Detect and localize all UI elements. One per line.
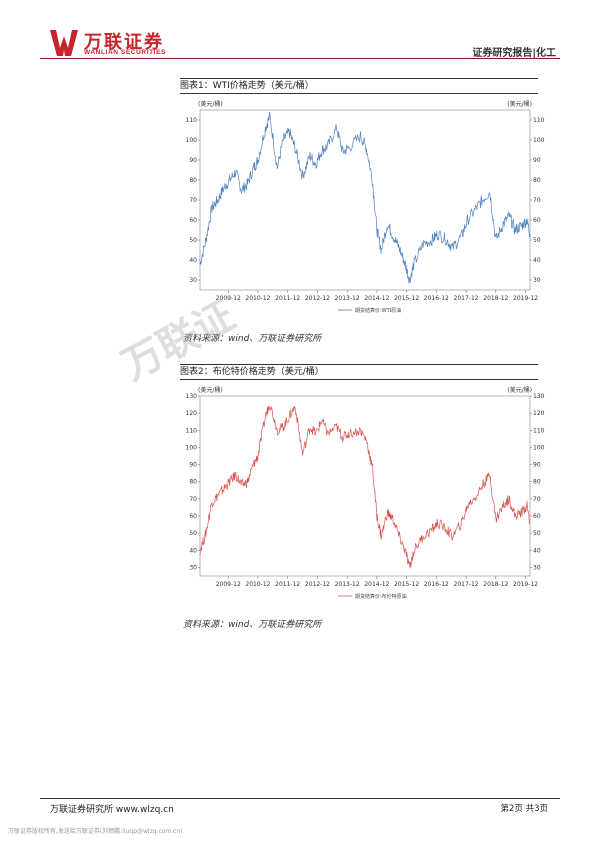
y-tick-label-left: 40 (189, 547, 197, 554)
y-tick-label-left: 50 (189, 530, 197, 537)
y-tick-label-left: 130 (186, 393, 198, 400)
y-tick-label-right: 100 (533, 137, 545, 144)
y-tick-label-left: 120 (186, 410, 198, 417)
y-tick-label-right: 70 (533, 496, 541, 503)
x-tick-label: 2019-12 (513, 295, 538, 302)
y-tick-label-left: 50 (189, 237, 197, 244)
y-tick-label-right: 40 (533, 257, 541, 264)
y-tick-label-right: 90 (533, 157, 541, 164)
page-number: 第2页 共3页 (500, 804, 548, 814)
left-unit-label: (美元/桶) (198, 100, 223, 108)
y-tick-label-right: 60 (533, 513, 541, 520)
y-tick-label-right: 30 (533, 277, 541, 284)
y-tick-label-right: 50 (533, 530, 541, 537)
y-tick-label-left: 70 (189, 197, 197, 204)
y-tick-label-left: 90 (189, 462, 197, 469)
y-tick-label-left: 70 (189, 496, 197, 503)
plot-frame (199, 395, 531, 577)
x-tick-label: 2018-12 (483, 295, 508, 302)
y-tick-label-right: 110 (533, 117, 545, 124)
logo-w-icon (50, 30, 78, 56)
chart1-caption: 图表1：WTI价格走势（美元/桶） (180, 78, 538, 94)
x-tick-label: 2012-12 (305, 581, 330, 588)
y-tick-label-right: 80 (533, 479, 541, 486)
chart2-caption: 图表2：布伦特价格走势（美元/桶） (180, 364, 538, 380)
y-tick-label-right: 130 (533, 393, 545, 400)
right-unit-label: (美元/桶) (507, 386, 532, 394)
x-tick-label: 2014-12 (364, 581, 389, 588)
footer-divider (40, 798, 560, 799)
y-tick-label-right: 60 (533, 217, 541, 224)
x-tick-label: 2016-12 (424, 581, 449, 588)
x-tick-label: 2010-12 (245, 295, 270, 302)
legend-label: 期货结算价:布伦特原油 (355, 593, 407, 600)
y-tick-label-right: 80 (533, 177, 541, 184)
chart1-source: 资料来源：wind、万联证券研究所 (183, 334, 322, 344)
y-tick-label-left: 60 (189, 217, 197, 224)
right-unit-label: (美元/桶) (507, 100, 532, 108)
y-tick-label-left: 100 (186, 444, 198, 451)
x-tick-label: 2009-12 (216, 581, 241, 588)
x-tick-label: 2011-12 (275, 295, 300, 302)
y-tick-label-left: 80 (189, 479, 197, 486)
left-unit-label: (美元/桶) (198, 386, 223, 394)
y-tick-label-right: 90 (533, 462, 541, 469)
x-tick-label: 2018-12 (483, 581, 508, 588)
logo-text: 万联证券 (84, 32, 164, 53)
copyright-note: 万联证券版权所有,发送给万联证券(刘栖鹏:liuqp@wlzq.com.cn) (8, 828, 183, 835)
y-tick-label-right: 100 (533, 444, 545, 451)
y-tick-label-left: 80 (189, 177, 197, 184)
legend-label: 期货结算价:WTI原油 (355, 307, 401, 314)
y-tick-label-right: 110 (533, 427, 545, 434)
y-tick-label-left: 110 (186, 427, 198, 434)
x-tick-label: 2016-12 (424, 295, 449, 302)
y-tick-label-right: 120 (533, 410, 545, 417)
x-tick-label: 2011-12 (275, 581, 300, 588)
y-tick-label-left: 40 (189, 257, 197, 264)
price-series-line (199, 405, 531, 569)
y-tick-label-left: 110 (186, 117, 198, 124)
y-tick-label-right: 50 (533, 237, 541, 244)
x-tick-label: 2009-12 (216, 295, 241, 302)
y-tick-label-right: 70 (533, 197, 541, 204)
x-tick-label: 2019-12 (513, 581, 538, 588)
x-tick-label: 2015-12 (394, 581, 419, 588)
x-tick-label: 2014-12 (364, 295, 389, 302)
y-tick-label-left: 100 (186, 137, 198, 144)
y-tick-label-right: 40 (533, 547, 541, 554)
y-tick-label-left: 60 (189, 513, 197, 520)
y-tick-label-left: 30 (189, 564, 197, 571)
x-tick-label: 2015-12 (394, 295, 419, 302)
report-type: 证券研究报告|化工 (472, 48, 556, 59)
x-tick-label: 2013-12 (335, 581, 360, 588)
x-tick-label: 2013-12 (335, 295, 360, 302)
x-tick-label: 2017-12 (454, 295, 479, 302)
header-divider (40, 58, 560, 59)
chart2-source: 资料来源：wind、万联证券研究所 (183, 620, 322, 630)
y-tick-label-left: 30 (189, 277, 197, 284)
y-tick-label-right: 30 (533, 564, 541, 571)
footer-left: 万联证券研究所 www.wlzq.cn (50, 805, 174, 815)
x-tick-label: 2017-12 (454, 581, 479, 588)
brent-price-chart: (美元/桶) (美元/桶) 30 30 40 40 50 50 60 60 70 70 80 80 90 90… (186, 386, 545, 600)
x-tick-label: 2012-12 (305, 295, 330, 302)
wti-price-chart: (美元/桶) (美元/桶) 30 30 40 40 50 50 60 60 70 70 80 80 90 90… (186, 100, 545, 314)
logo-subtitle: WANLIAN SECURITIES (84, 49, 166, 56)
x-tick-label: 2010-12 (245, 581, 270, 588)
price-series-line (199, 111, 531, 284)
y-tick-label-left: 90 (189, 157, 197, 164)
